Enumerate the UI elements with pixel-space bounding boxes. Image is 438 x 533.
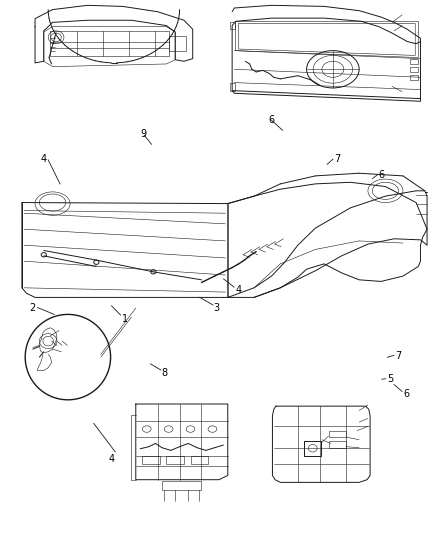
Text: 4: 4 bbox=[236, 286, 242, 295]
Bar bbox=[230, 83, 235, 91]
Text: 6: 6 bbox=[378, 170, 384, 180]
Bar bbox=[162, 481, 201, 490]
Bar bbox=[410, 59, 418, 64]
Text: 7: 7 bbox=[334, 154, 340, 164]
Text: 8: 8 bbox=[161, 368, 167, 378]
Bar bbox=[328, 431, 346, 437]
Bar bbox=[230, 22, 235, 29]
Text: 4: 4 bbox=[109, 455, 115, 464]
Bar bbox=[191, 456, 208, 464]
Text: 1: 1 bbox=[122, 314, 128, 324]
Bar bbox=[328, 441, 346, 448]
Text: 4: 4 bbox=[41, 154, 47, 164]
Bar bbox=[166, 456, 184, 464]
Text: 6: 6 bbox=[403, 390, 410, 399]
Bar bbox=[304, 441, 321, 456]
Text: 9: 9 bbox=[141, 130, 147, 139]
Text: 2: 2 bbox=[30, 303, 36, 313]
Text: 7: 7 bbox=[396, 351, 402, 361]
Text: 5: 5 bbox=[387, 375, 393, 384]
Bar bbox=[410, 67, 418, 72]
Bar bbox=[410, 75, 418, 80]
Text: 3: 3 bbox=[214, 303, 220, 313]
Bar bbox=[169, 36, 186, 51]
Text: 6: 6 bbox=[268, 115, 275, 125]
Bar bbox=[142, 456, 160, 464]
